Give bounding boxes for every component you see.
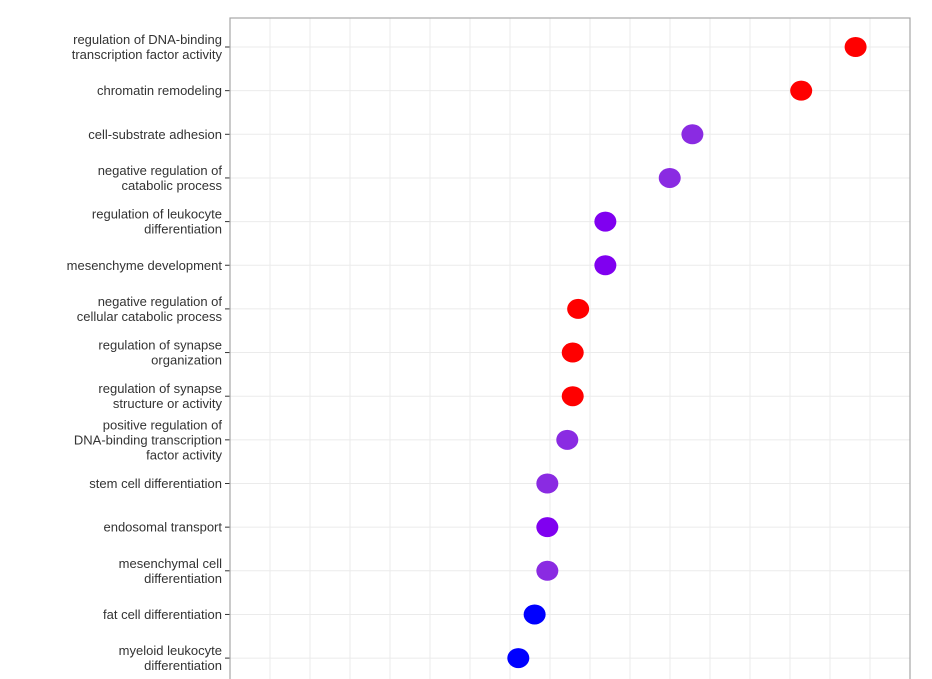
y-tick-label: fat cell differentiation xyxy=(103,607,222,622)
y-tick-label: mesenchyme development xyxy=(67,258,223,273)
y-tick-label-line: myeloid leukocyte xyxy=(119,643,222,658)
data-point xyxy=(536,560,559,581)
y-tick-label-line: chromatin remodeling xyxy=(97,83,222,98)
data-point xyxy=(536,517,559,538)
data-point xyxy=(507,648,530,669)
y-tick-label-line: structure or activity xyxy=(113,396,223,411)
data-point xyxy=(567,298,590,319)
y-tick-label: cell-substrate adhesion xyxy=(88,127,222,142)
y-tick-label-line: negative regulation of xyxy=(98,294,223,309)
y-tick-label-line: differentiation xyxy=(144,658,222,673)
y-tick-label: regulation of DNA-binding transcription f… xyxy=(72,32,223,62)
y-tick-label-line: stem cell differentiation xyxy=(89,476,222,491)
y-tick-label-line: organization xyxy=(151,353,222,368)
y-tick-label: myeloid leukocyte differentiation xyxy=(119,643,222,673)
y-tick-label-line: differentiation xyxy=(144,222,222,237)
y-tick-label-line: negative regulation of xyxy=(98,163,223,178)
y-tick-label-line: endosomal transport xyxy=(103,520,222,535)
y-tick-label: negative regulation of catabolic process xyxy=(98,163,223,193)
y-tick-label-line: regulation of leukocyte xyxy=(92,207,222,222)
y-tick-label-line: cell-substrate adhesion xyxy=(88,127,222,142)
y-tick-label-line: factor activity xyxy=(146,447,222,462)
y-tick-label: regulation of synapse organization xyxy=(98,338,222,368)
y-tick-label: mesenchymal cell differentiation xyxy=(119,556,222,586)
y-tick-label-line: catabolic process xyxy=(122,178,223,193)
data-point xyxy=(523,604,546,625)
y-tick-label-line: regulation of synapse xyxy=(98,381,222,396)
y-tick-label-line: regulation of synapse xyxy=(98,338,222,353)
y-tick-label-line: regulation of DNA-binding xyxy=(73,32,222,47)
y-tick-label-line: mesenchyme development xyxy=(67,258,223,273)
data-point xyxy=(790,80,813,101)
data-point xyxy=(561,342,584,363)
y-tick-label-line: cellular catabolic process xyxy=(77,309,223,324)
y-tick-label: chromatin remodeling xyxy=(97,83,222,98)
data-points xyxy=(507,37,867,669)
data-point xyxy=(844,37,867,57)
category-labels: regulation of DNA-binding transcription f… xyxy=(67,32,223,673)
y-tick-label: endosomal transport xyxy=(103,520,222,535)
y-tick-label-line: differentiation xyxy=(144,571,222,586)
panel-border xyxy=(229,17,911,679)
data-point xyxy=(594,211,617,232)
y-tick-label: regulation of synapse structure or activi… xyxy=(98,381,222,411)
y-tick-label-line: positive regulation of xyxy=(103,417,223,432)
data-point xyxy=(594,255,617,276)
y-tick-label-line: fat cell differentiation xyxy=(103,607,222,622)
y-tick-label-line: transcription factor activity xyxy=(72,47,223,62)
data-point xyxy=(536,473,559,494)
data-point xyxy=(658,167,681,188)
y-tick-label: stem cell differentiation xyxy=(89,476,222,491)
data-point xyxy=(556,429,579,450)
y-tick-label: regulation of leukocyte differentiation xyxy=(92,207,222,237)
data-point xyxy=(561,386,584,407)
y-tick-label-line: mesenchymal cell xyxy=(119,556,222,571)
y-tick-label-line: DNA-binding transcription xyxy=(74,432,222,447)
grid-layer xyxy=(225,18,910,679)
data-point xyxy=(681,124,704,145)
y-tick-label: negative regulation of cellular catabolic… xyxy=(77,294,223,324)
y-tick-label: positive regulation of DNA-binding transc… xyxy=(74,417,223,462)
